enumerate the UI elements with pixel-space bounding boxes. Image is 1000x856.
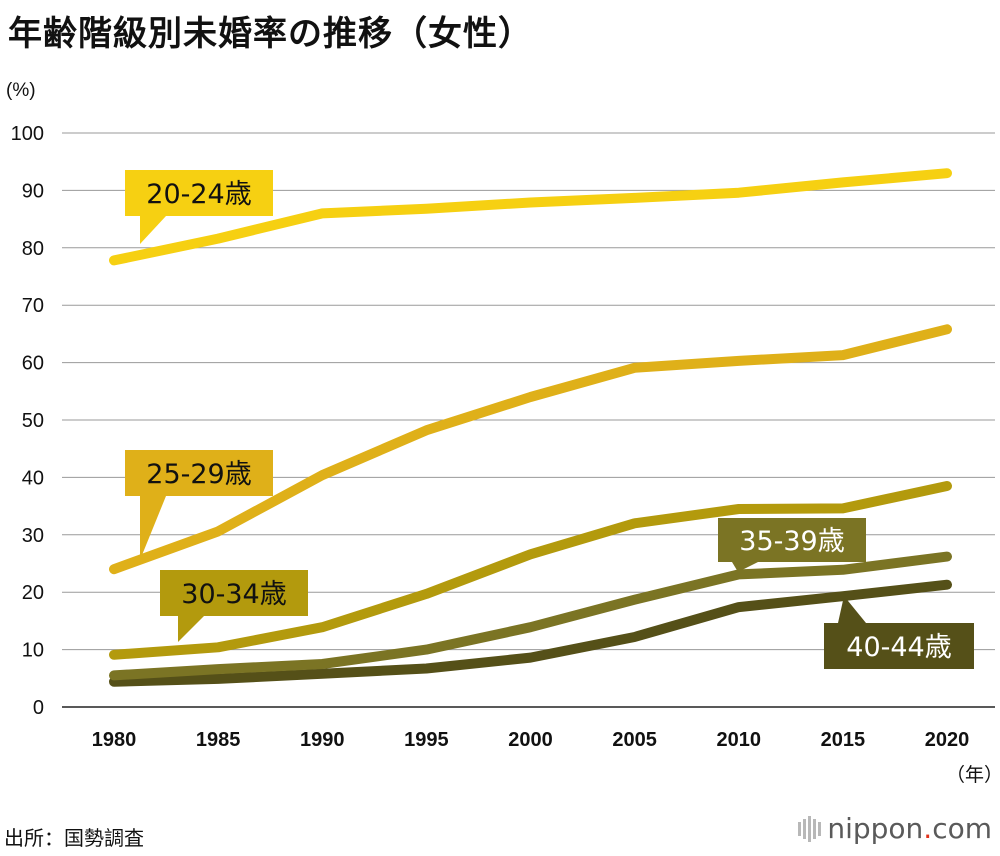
brand-tld: com: [932, 812, 992, 845]
y-tick-label: 50: [22, 410, 44, 432]
x-tick-label: 2010: [717, 729, 762, 751]
source-note: 出所：国勢調査: [4, 826, 144, 850]
callout-box: [125, 450, 273, 496]
y-tick-label: 100: [11, 123, 44, 145]
x-tick-label: 1995: [404, 729, 449, 751]
callout-tail: [140, 216, 166, 244]
series-line-40-44歳: [109, 579, 952, 687]
series-line-30-34歳: [109, 481, 952, 660]
y-tick-label: 20: [22, 582, 44, 604]
callout-tail: [732, 562, 758, 572]
callout-tail: [178, 616, 204, 642]
brand-bars-icon: [798, 815, 822, 842]
nippon-logo: nippon. com: [798, 812, 992, 845]
brand-dot: .: [923, 812, 933, 845]
callout-box: [125, 170, 273, 216]
y-tick-label: 60: [22, 353, 44, 375]
series-label-20-24歳: 20-24歳: [125, 170, 273, 244]
series-name: 35-39歳: [739, 526, 844, 557]
callout-box: [160, 570, 308, 616]
y-tick-label: 80: [22, 238, 44, 260]
x-tick-label: 1985: [196, 729, 241, 751]
y-tick-label: 40: [22, 467, 44, 489]
x-tick-label: 2015: [821, 729, 866, 751]
x-tick-label: 2020: [925, 729, 970, 751]
series-name: 25-29歳: [146, 459, 251, 490]
x-tick-label: 2000: [508, 729, 553, 751]
series-label-40-44歳: 40-44歳: [824, 596, 974, 669]
y-tick-label: 10: [22, 640, 44, 662]
brand-name: nippon: [827, 812, 924, 845]
series-label-35-39歳: 35-39歳: [718, 518, 866, 572]
series-name: 20-24歳: [146, 179, 251, 210]
y-tick-label: 90: [22, 180, 44, 202]
y-tick-label: 70: [22, 295, 44, 317]
x-tick-label: 1980: [92, 729, 137, 751]
callout-tail: [838, 596, 866, 623]
chart-title: 年齢階級別未婚率の推移（女性）: [8, 14, 533, 54]
series-name: 30-34歳: [181, 579, 286, 610]
x-tick-label: 2005: [612, 729, 657, 751]
callout-box: [718, 518, 866, 562]
y-tick-label: 30: [22, 525, 44, 547]
callout-tail: [140, 496, 166, 560]
series-label-25-29歳: 25-29歳: [125, 450, 273, 560]
y-axis-unit: (%): [6, 80, 36, 101]
series-label-30-34歳: 30-34歳: [160, 570, 308, 642]
series-name: 40-44歳: [846, 632, 951, 663]
series-line-35-39歳: [109, 551, 952, 681]
y-tick-label: 0: [33, 697, 44, 719]
series-line-20-24歳: [109, 168, 952, 266]
series-line-25-29歳: [109, 324, 952, 575]
callout-box: [824, 623, 974, 669]
x-axis-unit: （年）: [946, 764, 1000, 786]
x-tick-label: 1990: [300, 729, 345, 751]
